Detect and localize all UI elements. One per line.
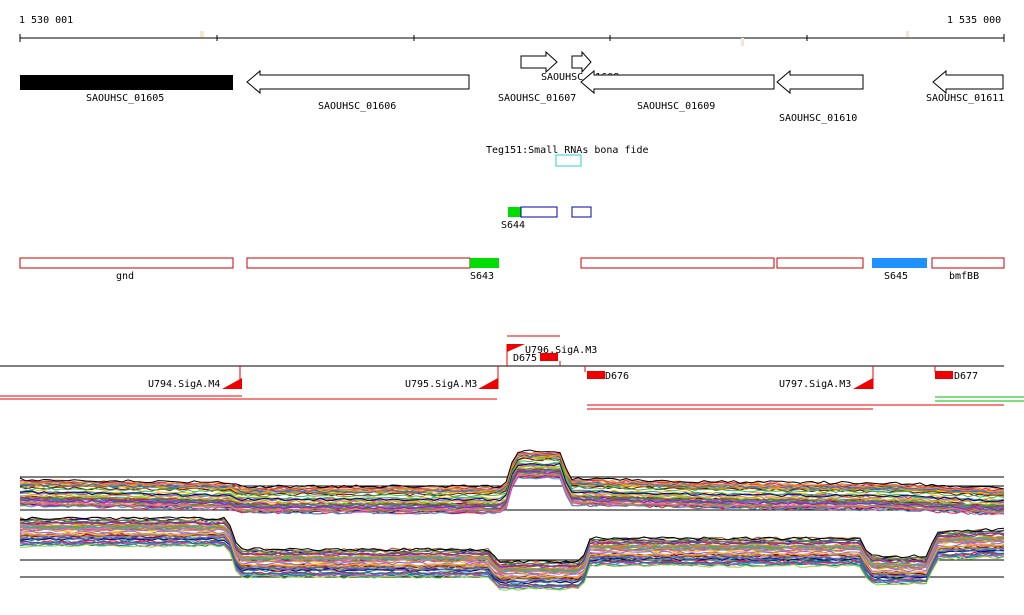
terminator-d677[interactable] <box>935 371 953 379</box>
gene-track: SAOUHSC_01605 SAOUHSC_01606 SAOUHSC_0160… <box>20 50 1004 124</box>
segment-label: S644 <box>501 220 525 231</box>
expression-profile-trace <box>19 541 1005 589</box>
ruler-marker <box>741 38 744 46</box>
segment-label: S643 <box>470 271 494 282</box>
segment-track-2: gnd S643 S645 bmfBB <box>19 257 1005 282</box>
ruler-marker <box>906 31 909 37</box>
gene-label: SAOUHSC_01608 <box>541 72 619 83</box>
segment-bmfbb[interactable] <box>931 257 1005 269</box>
terminator-label: D677 <box>954 371 978 382</box>
expression-profile-trace <box>19 524 1005 572</box>
small-rna-feature-teg151[interactable] <box>555 154 582 167</box>
terminator-d676[interactable] <box>587 371 605 379</box>
promoter-terminator-track: U794.SigA.M4 U795.SigA.M3 U796.SigA.M3 D… <box>0 335 1024 410</box>
promoter-label: U797.SigA.M3 <box>779 379 851 390</box>
expression-profile-trace <box>19 540 1004 588</box>
terminator-label: D676 <box>605 371 629 382</box>
gene-label: SAOUHSC_01607 <box>498 93 576 104</box>
expression-profile-trace <box>19 543 1005 591</box>
expression-profile-trace <box>19 462 1005 503</box>
segment-outline-red[interactable] <box>246 257 471 269</box>
gene-label: SAOUHSC_01610 <box>779 113 857 124</box>
expression-profile-trace <box>19 532 1005 580</box>
expression-profile-trace <box>19 525 1005 573</box>
segment-outline-red[interactable] <box>776 257 864 269</box>
gene-saouhsc-01610[interactable]: SAOUHSC_01610 <box>776 69 864 124</box>
segment-outline-blue[interactable] <box>520 206 558 218</box>
promoter-u794-mark[interactable] <box>222 378 242 389</box>
promoter-label: U794.SigA.M4 <box>148 379 220 390</box>
terminator-label: D675 <box>513 353 537 364</box>
gene-label: SAOUHSC_01611 <box>926 93 1004 104</box>
small-rna-track: Teg151:Small RNAs bona fide <box>486 145 649 167</box>
expression-profile-trace <box>19 458 1005 499</box>
ruler-start-label: 1 530 001 <box>19 15 73 26</box>
segment-s644[interactable] <box>508 207 521 217</box>
promoter-u797-mark[interactable] <box>853 378 873 389</box>
gene-arrow-left <box>580 69 775 95</box>
expression-profile-trace <box>19 449 1005 490</box>
promoter-label: U795.SigA.M3 <box>405 379 477 390</box>
expression-profile-trace <box>19 473 1005 514</box>
gene-arrow-left <box>246 69 470 95</box>
coordinate-ruler: 1 530 001 1 535 000 <box>19 15 1005 46</box>
expression-profile-trace <box>19 521 1005 568</box>
terminator-d675[interactable] <box>540 353 558 361</box>
small-rna-track-label: Teg151:Small RNAs bona fide <box>486 145 649 156</box>
gene-arrow-right <box>571 50 592 74</box>
expression-profiles <box>19 449 1005 591</box>
gene-arrow-right <box>520 50 558 74</box>
gene-label: SAOUHSC_01609 <box>637 101 715 112</box>
ruler-end-label: 1 535 000 <box>947 15 1001 26</box>
segment-label: gnd <box>116 271 134 282</box>
segment-track-1: S644 <box>501 206 592 231</box>
gene-saouhsc-01605[interactable]: SAOUHSC_01605 <box>20 75 233 104</box>
gene-label: SAOUHSC_01606 <box>318 101 396 112</box>
expression-profile-trace <box>19 536 1005 584</box>
segment-label: S645 <box>884 271 908 282</box>
segment-outline-red[interactable] <box>580 257 775 269</box>
gene-saouhsc-01606[interactable]: SAOUHSC_01606 <box>246 69 470 112</box>
gene-body <box>20 75 233 90</box>
gene-label: SAOUHSC_01605 <box>86 93 164 104</box>
gene-saouhsc-01608[interactable]: SAOUHSC_01608 <box>541 50 619 83</box>
promoter-u796-mark[interactable] <box>507 344 525 352</box>
expression-profile-trace <box>19 470 1005 511</box>
segment-label: bmfBB <box>949 271 979 282</box>
gene-saouhsc-01611[interactable]: SAOUHSC_01611 <box>926 69 1004 104</box>
expression-profile-trace <box>19 527 1005 576</box>
gene-arrow-left <box>932 69 1004 95</box>
expression-profile-trace <box>19 523 1004 571</box>
expression-profile-trace <box>19 452 1005 493</box>
expression-profile-trace <box>19 516 1005 564</box>
expression-profile-trace <box>19 468 1004 508</box>
gene-saouhsc-01607[interactable]: SAOUHSC_01607 <box>498 50 576 104</box>
gene-saouhsc-01609[interactable]: SAOUHSC_01609 <box>580 69 775 112</box>
promoter-u795-mark[interactable] <box>478 378 498 389</box>
segment-s643[interactable] <box>470 258 499 268</box>
segment-s645[interactable] <box>872 258 927 268</box>
expression-profile-trace <box>19 518 1005 565</box>
gene-arrow-left <box>776 69 864 95</box>
ruler-marker <box>200 31 204 37</box>
promoter-label: U796.SigA.M3 <box>525 345 597 356</box>
segment-gnd[interactable] <box>19 257 234 269</box>
segment-outline-blue[interactable] <box>571 206 592 218</box>
